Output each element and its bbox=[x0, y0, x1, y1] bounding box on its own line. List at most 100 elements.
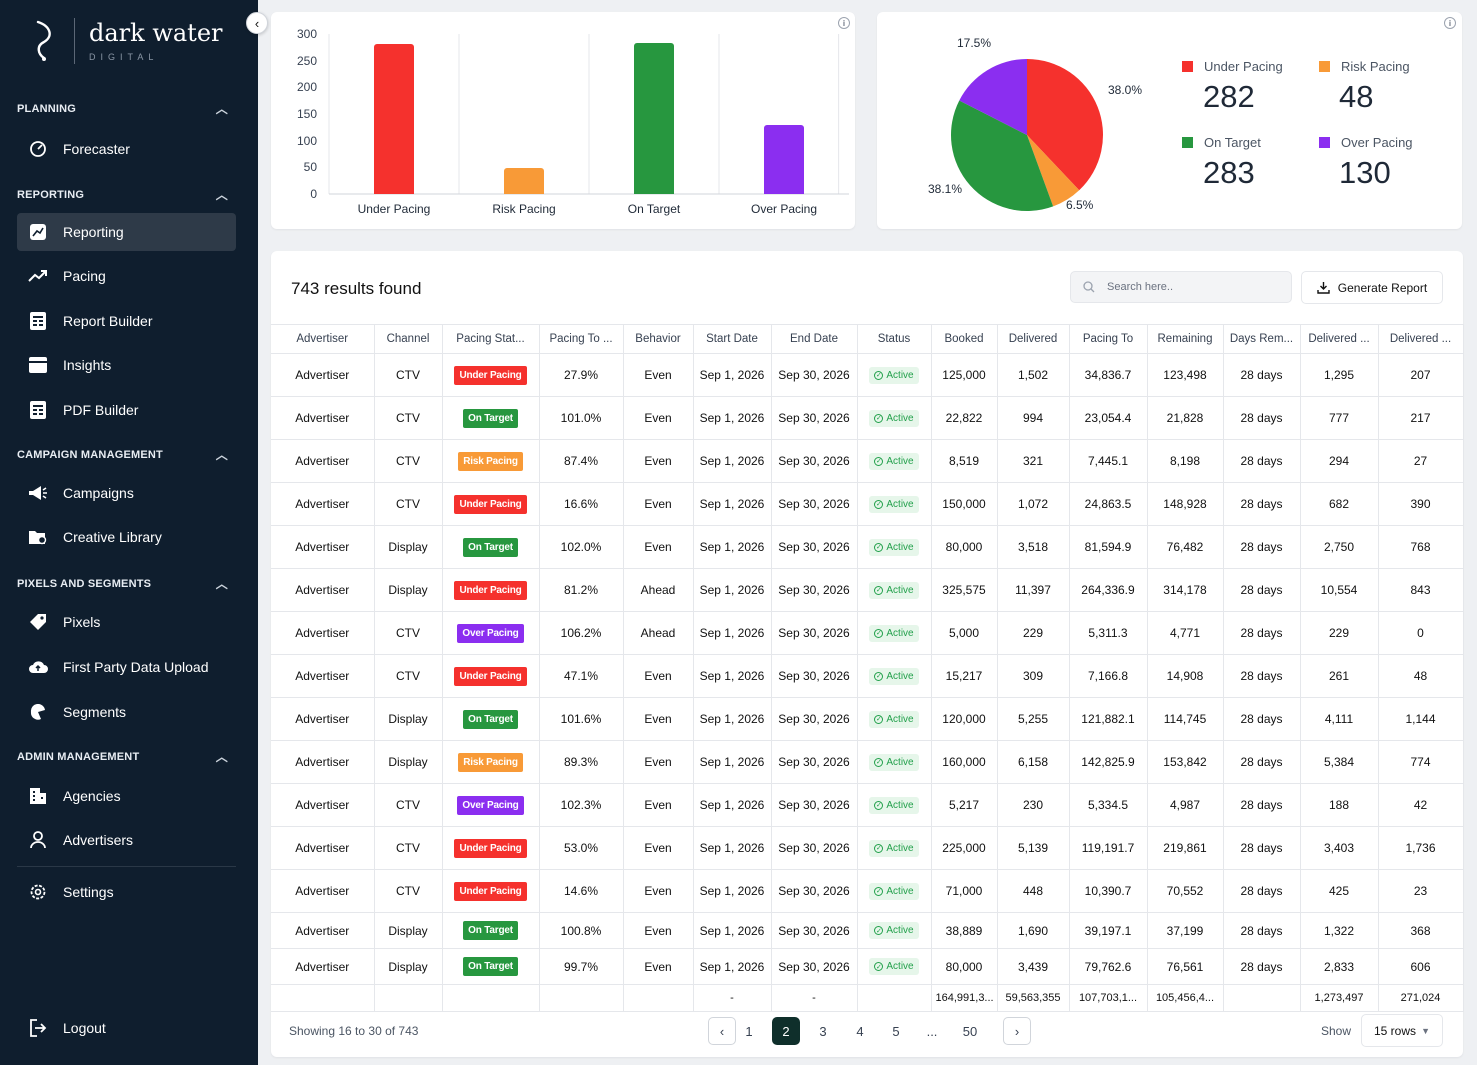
table-cell: ✓ Active bbox=[857, 396, 932, 440]
table-row[interactable]: Advertiser Display Risk Pacing 89.3% Even Sep… bbox=[271, 740, 1464, 784]
status-text: Active bbox=[886, 455, 914, 467]
column-header[interactable]: Pacing To bbox=[1069, 324, 1148, 354]
table-cell: Advertiser bbox=[271, 869, 375, 913]
section-pixels-and-segments[interactable]: PIXELS AND SEGMENTS ︿ bbox=[17, 575, 228, 592]
page-button-50[interactable]: 50 bbox=[962, 1023, 978, 1039]
sidebar-item-report-builder[interactable]: Report Builder bbox=[17, 302, 236, 340]
table-row[interactable]: Advertiser CTV Over Pacing 106.2% Ahead Sep 1… bbox=[271, 611, 1464, 655]
sidebar-item-campaigns[interactable]: Campaigns bbox=[17, 474, 236, 512]
column-header[interactable]: Status bbox=[857, 324, 932, 354]
table-row[interactable]: Advertiser CTV Over Pacing 102.3% Even Sep 1,… bbox=[271, 783, 1464, 827]
sidebar-item-segments[interactable]: Segments bbox=[17, 693, 236, 731]
table-cell: Even bbox=[623, 697, 694, 741]
section-campaign-management[interactable]: CAMPAIGN MANAGEMENT ︿ bbox=[17, 446, 228, 463]
column-header[interactable]: Pacing To ... bbox=[539, 324, 624, 354]
section-admin-management[interactable]: ADMIN MANAGEMENT ︿ bbox=[17, 748, 228, 765]
table-cell: Sep 1, 2026 bbox=[693, 482, 772, 526]
pie-slice-under-pacing[interactable] bbox=[1027, 59, 1103, 191]
column-header[interactable]: Channel bbox=[374, 324, 443, 354]
sidebar-item-settings[interactable]: Settings bbox=[17, 873, 236, 911]
pie-slice-on-target[interactable] bbox=[951, 100, 1054, 211]
table-cell: CTV bbox=[374, 869, 443, 913]
brand-logo[interactable]: dark water DIGITAL bbox=[30, 18, 223, 64]
column-header[interactable]: Start Date bbox=[693, 324, 772, 354]
table-row[interactable]: Advertiser CTV Under Pacing 16.6% Even Sep 1,… bbox=[271, 482, 1464, 526]
sidebar-item-pacing[interactable]: Pacing bbox=[17, 257, 236, 295]
column-header[interactable]: Pacing Stat... bbox=[442, 324, 540, 354]
column-header[interactable]: Behavior bbox=[623, 324, 694, 354]
table-row[interactable]: Advertiser Display On Target 100.8% Even Sep … bbox=[271, 912, 1464, 949]
table-row[interactable]: Advertiser CTV Under Pacing 47.1% Even Sep 1,… bbox=[271, 654, 1464, 698]
pie-slice-over-pacing[interactable] bbox=[959, 59, 1027, 135]
table-row[interactable]: Advertiser Display Under Pacing 81.2% Ahead S… bbox=[271, 568, 1464, 612]
pie-slice-risk-pacing[interactable] bbox=[1027, 135, 1080, 207]
column-header[interactable]: Delivered bbox=[997, 324, 1070, 354]
page-button-5[interactable]: 5 bbox=[892, 1023, 900, 1039]
table-cell: On Target bbox=[442, 396, 540, 440]
column-header[interactable]: End Date bbox=[771, 324, 858, 354]
bar-on-target[interactable] bbox=[634, 43, 674, 194]
sidebar-item-reporting[interactable]: Reporting bbox=[17, 213, 236, 251]
table-cell: 53.0% bbox=[539, 826, 624, 870]
table-cell: Advertiser bbox=[271, 654, 375, 698]
table-row[interactable]: Advertiser Display On Target 99.7% Even Sep 1… bbox=[271, 948, 1464, 985]
bar-under-pacing[interactable] bbox=[374, 43, 414, 194]
total-cell: - bbox=[771, 984, 858, 1012]
total-cell: 107,703,1... bbox=[1069, 984, 1148, 1012]
table-row[interactable]: Advertiser Display On Target 102.0% Even Sep … bbox=[271, 525, 1464, 569]
search-input[interactable]: Search here.. bbox=[1070, 271, 1292, 303]
next-page-button[interactable]: › bbox=[1003, 1017, 1031, 1045]
column-header[interactable]: Delivered ... bbox=[1300, 324, 1379, 354]
sidebar-item-forecaster[interactable]: Forecaster bbox=[17, 130, 236, 168]
legend-label: Risk Pacing bbox=[1341, 59, 1410, 74]
table-row[interactable]: Advertiser CTV On Target 101.0% Even Sep 1, 2… bbox=[271, 396, 1464, 440]
generate-report-button[interactable]: Generate Report bbox=[1301, 271, 1443, 304]
column-header[interactable]: Advertiser bbox=[271, 324, 375, 354]
sidebar-item-advertisers[interactable]: Advertisers bbox=[17, 821, 236, 859]
sidebar-item-pdf-builder[interactable]: PDF Builder bbox=[17, 391, 236, 429]
sidebar-divider bbox=[17, 866, 236, 867]
table-cell: Under Pacing bbox=[442, 482, 540, 526]
table-row[interactable]: Advertiser CTV Under Pacing 27.9% Even Sep 1,… bbox=[271, 353, 1464, 397]
section-reporting[interactable]: REPORTING ︿ bbox=[17, 186, 228, 203]
table-cell: 8,519 bbox=[931, 439, 998, 483]
logout-button[interactable]: Logout bbox=[17, 1009, 236, 1047]
prev-page-button[interactable]: ‹ bbox=[708, 1017, 736, 1045]
legend-over-pacing: Over Pacing bbox=[1319, 135, 1413, 150]
status-badge: ✓ Active bbox=[869, 753, 919, 771]
table-cell: 11,397 bbox=[997, 568, 1070, 612]
table-cell: 768 bbox=[1378, 525, 1464, 569]
sidebar-item-creative-library[interactable]: Creative Library bbox=[17, 518, 236, 556]
sidebar-item-first-party-data-upload[interactable]: First Party Data Upload bbox=[17, 648, 236, 686]
rows-per-page-select[interactable]: 15 rows ▼ bbox=[1361, 1014, 1443, 1047]
info-icon[interactable]: i bbox=[838, 17, 850, 29]
section-planning[interactable]: PLANNING ︿ bbox=[17, 100, 228, 117]
page-button-4[interactable]: 4 bbox=[856, 1023, 864, 1039]
sidebar-item-pixels[interactable]: Pixels bbox=[17, 603, 236, 641]
table-cell: On Target bbox=[442, 525, 540, 569]
page-button-3[interactable]: 3 bbox=[819, 1023, 827, 1039]
info-icon[interactable]: i bbox=[1444, 17, 1456, 29]
column-header[interactable]: Days Rem... bbox=[1223, 324, 1301, 354]
collapse-sidebar-button[interactable]: ‹ bbox=[246, 12, 268, 34]
table-row[interactable]: Advertiser CTV Under Pacing 53.0% Even Sep 1,… bbox=[271, 826, 1464, 870]
table-cell: 448 bbox=[997, 869, 1070, 913]
bar-over-pacing[interactable] bbox=[764, 124, 804, 194]
column-header[interactable]: Remaining bbox=[1147, 324, 1224, 354]
table-cell: 70,552 bbox=[1147, 869, 1224, 913]
table-row[interactable]: Advertiser CTV Under Pacing 14.6% Even Sep 1,… bbox=[271, 869, 1464, 913]
table-row[interactable]: Advertiser Display On Target 101.6% Even Sep … bbox=[271, 697, 1464, 741]
table-row[interactable]: Advertiser CTV Risk Pacing 87.4% Even Sep 1, … bbox=[271, 439, 1464, 483]
column-header[interactable]: Booked bbox=[931, 324, 998, 354]
sidebar-item-agencies[interactable]: Agencies bbox=[17, 777, 236, 815]
bar-risk-pacing[interactable] bbox=[504, 168, 544, 194]
column-header[interactable]: Delivered ... bbox=[1378, 324, 1464, 354]
sidebar-item-insights[interactable]: Insights bbox=[17, 346, 236, 384]
status-badge: ✓ Active bbox=[869, 667, 919, 685]
search-placeholder: Search here.. bbox=[1107, 281, 1174, 293]
table-cell: Display bbox=[374, 948, 443, 985]
status-badge: ✓ Active bbox=[869, 581, 919, 599]
page-button-2[interactable]: 2 bbox=[772, 1017, 800, 1045]
status-text: Active bbox=[886, 541, 914, 553]
page-button-1[interactable]: 1 bbox=[745, 1023, 753, 1039]
